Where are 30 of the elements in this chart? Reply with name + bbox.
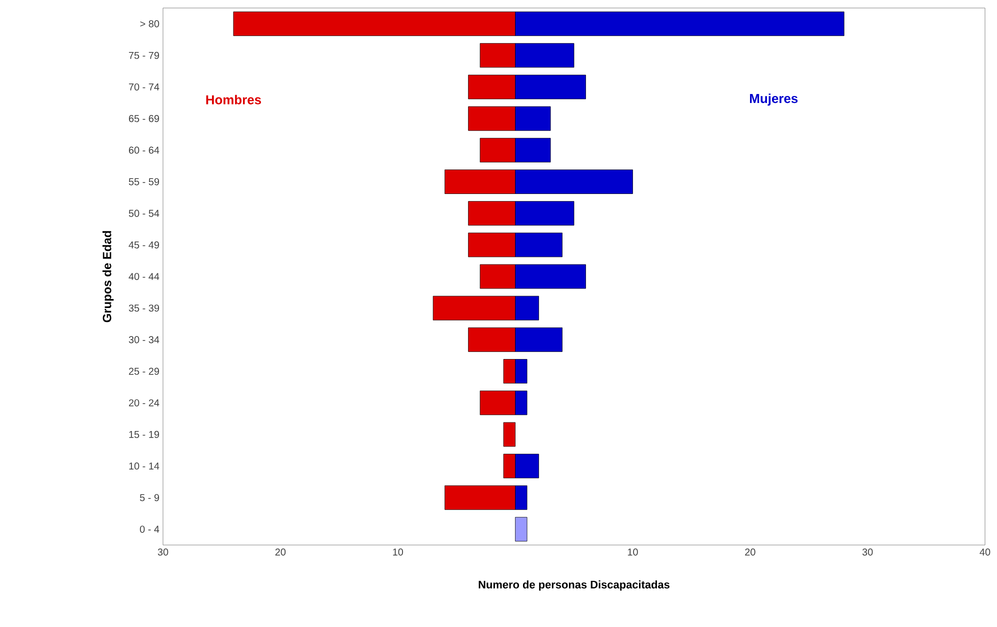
text: Hombres: [206, 94, 261, 104]
y-tick-label: 20 - 24: [128, 399, 160, 406]
y-tick-label: 75 - 79: [128, 52, 160, 59]
y-tick-label: 60 - 64: [128, 146, 160, 154]
y-tick-label: 0 - 4: [140, 526, 160, 533]
y-tick-label: 40 - 44: [128, 272, 160, 280]
y-axis-title: Grupos de Edad: [102, 231, 114, 322]
x-tick-label: 20: [275, 548, 286, 556]
y-tick-label: 45 - 49: [128, 241, 160, 248]
x-tick-label: 10: [628, 548, 638, 556]
y-tick-label: 55 - 59: [128, 178, 160, 186]
x-tick-label: 10: [393, 548, 404, 556]
y-tick-label: 35 - 39: [128, 304, 160, 312]
y-tick-label: 65 - 69: [128, 115, 160, 122]
y-tick-label: 50 - 54: [128, 210, 160, 217]
bar: [515, 517, 528, 542]
y-tick-label: 70 - 74: [128, 83, 160, 90]
x-tick-label: 20: [745, 548, 756, 556]
y-tick-label: > 80: [140, 20, 160, 28]
bar: [503, 422, 516, 447]
y-tick-label: 25 - 29: [128, 368, 160, 375]
x-tick-label: 30: [158, 548, 168, 556]
text: Mujeres: [750, 94, 798, 106]
y-tick-label: 30 - 34: [128, 336, 160, 344]
x-tick-label: 40: [980, 548, 990, 556]
y-tick-label: 15 - 19: [129, 430, 160, 438]
x-axis-title: Numero de personas Discapacitadas: [478, 580, 670, 591]
y-tick-label: 10 - 14: [129, 462, 160, 470]
y-tick-label: 5 - 9: [140, 494, 160, 502]
x-tick-label: 30: [862, 548, 873, 556]
